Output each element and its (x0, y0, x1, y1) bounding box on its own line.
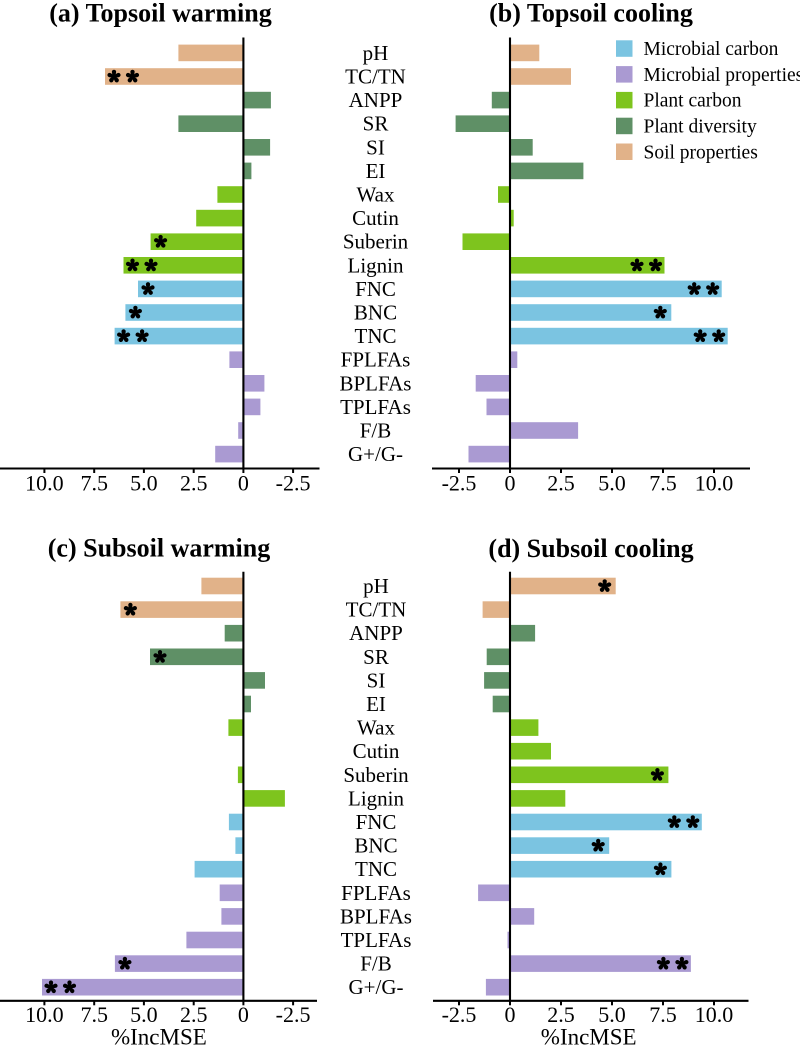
svg-text:5.0: 5.0 (598, 471, 626, 496)
svg-text:-2.5: -2.5 (442, 471, 477, 496)
svg-text:0: 0 (238, 471, 249, 496)
svg-text:(a) Topsoil warming: (a) Topsoil warming (49, 0, 272, 28)
svg-text:SR: SR (363, 112, 389, 136)
svg-text:G+/G-: G+/G- (348, 442, 403, 466)
svg-text:5.0: 5.0 (130, 471, 158, 496)
svg-text:FPLFAs: FPLFAs (341, 881, 411, 905)
svg-text:FPLFAs: FPLFAs (341, 348, 411, 372)
svg-text:TNC: TNC (355, 324, 397, 348)
svg-text:EI: EI (366, 159, 386, 183)
svg-text:FNC: FNC (356, 810, 397, 834)
svg-text:7.5: 7.5 (80, 471, 108, 496)
svg-text:pH: pH (363, 41, 389, 65)
svg-text:BNC: BNC (354, 301, 397, 325)
svg-text:-2.5: -2.5 (442, 1002, 477, 1027)
svg-text:-2.5: -2.5 (276, 471, 311, 496)
svg-text:10.0: 10.0 (25, 471, 64, 496)
svg-text:ANPP: ANPP (349, 88, 403, 112)
svg-text:-2.5: -2.5 (276, 1002, 311, 1027)
svg-text:0: 0 (238, 1002, 249, 1027)
svg-text:Plant carbon: Plant carbon (644, 91, 742, 112)
svg-text:SI: SI (366, 135, 385, 159)
svg-text:TPLFAs: TPLFAs (341, 928, 412, 952)
svg-text:Wax: Wax (357, 183, 395, 207)
svg-text:Suberin: Suberin (343, 763, 409, 787)
svg-text:Microbial carbon: Microbial carbon (644, 39, 779, 60)
svg-text:TC/TN: TC/TN (346, 598, 407, 622)
svg-text:0: 0 (505, 1002, 516, 1027)
svg-text:TNC: TNC (355, 857, 397, 881)
svg-text:%IncMSE: %IncMSE (541, 1025, 637, 1050)
svg-text:BPLFAs: BPLFAs (340, 371, 412, 395)
svg-text:5.0: 5.0 (130, 1002, 158, 1027)
svg-text:Plant diversity: Plant diversity (644, 117, 757, 138)
svg-text:Lignin: Lignin (348, 786, 404, 810)
svg-text:SI: SI (367, 668, 386, 692)
svg-text:BNC: BNC (354, 834, 397, 858)
svg-text:7.5: 7.5 (649, 1002, 677, 1027)
svg-text:TC/TN: TC/TN (345, 65, 406, 89)
svg-text:Microbial properties: Microbial properties (644, 65, 800, 86)
svg-text:2.5: 2.5 (547, 471, 575, 496)
svg-text:F/B: F/B (360, 419, 392, 443)
svg-text:pH: pH (363, 574, 389, 598)
svg-text:SR: SR (363, 645, 389, 669)
svg-text:%IncMSE: %IncMSE (111, 1025, 207, 1050)
svg-text:FNC: FNC (355, 277, 396, 301)
svg-text:Soil properties: Soil properties (644, 142, 758, 163)
svg-text:Suberin: Suberin (343, 230, 409, 254)
svg-text:2.5: 2.5 (180, 1002, 208, 1027)
svg-text:EI: EI (366, 692, 386, 716)
svg-text:7.5: 7.5 (80, 1002, 108, 1027)
svg-text:TPLFAs: TPLFAs (340, 395, 411, 419)
svg-text:F/B: F/B (360, 952, 392, 976)
svg-text:BPLFAs: BPLFAs (340, 904, 412, 928)
svg-text:10.0: 10.0 (25, 1002, 64, 1027)
svg-text:Wax: Wax (357, 716, 395, 740)
svg-text:5.0: 5.0 (598, 1002, 626, 1027)
svg-text:0: 0 (505, 471, 516, 496)
svg-text:(c) Subsoil warming: (c) Subsoil warming (48, 534, 270, 563)
svg-text:Lignin: Lignin (348, 253, 404, 277)
svg-text:10.0: 10.0 (695, 471, 734, 496)
svg-text:10.0: 10.0 (695, 1002, 734, 1027)
svg-text:(b) Topsoil cooling: (b) Topsoil cooling (489, 0, 693, 28)
svg-text:G+/G-: G+/G- (348, 975, 403, 999)
svg-text:Cutin: Cutin (352, 206, 399, 230)
svg-text:Cutin: Cutin (353, 739, 400, 763)
svg-text:2.5: 2.5 (180, 471, 208, 496)
svg-text:7.5: 7.5 (649, 471, 677, 496)
svg-text:(d) Subsoil cooling: (d) Subsoil cooling (488, 534, 693, 563)
svg-text:ANPP: ANPP (349, 621, 403, 645)
svg-text:2.5: 2.5 (547, 1002, 575, 1027)
